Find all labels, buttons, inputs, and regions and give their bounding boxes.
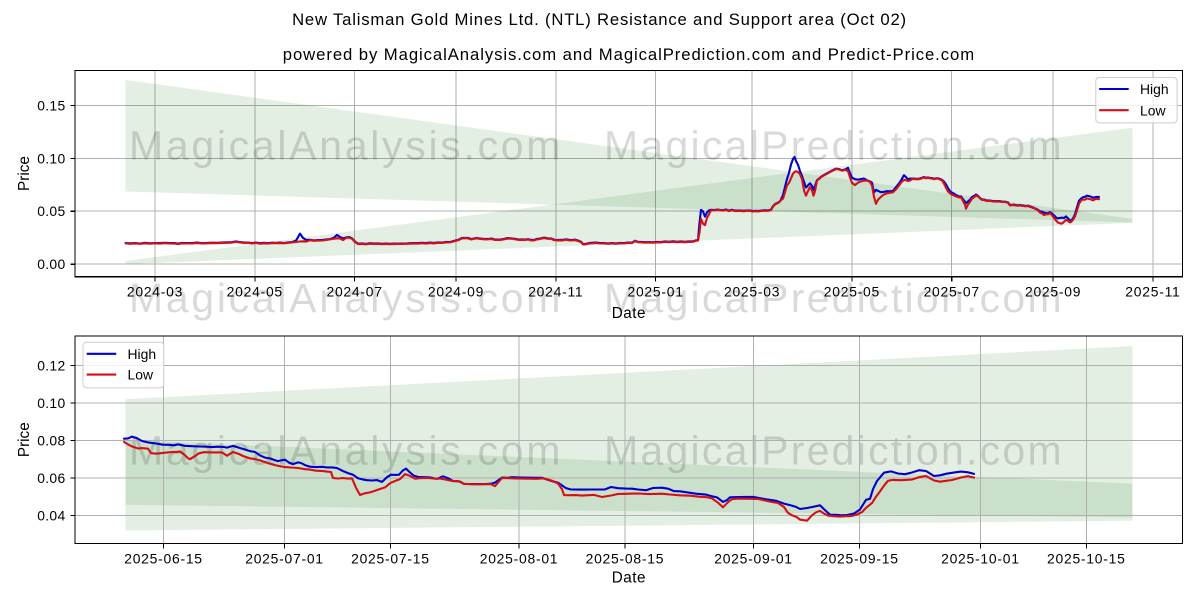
svg-text:2024-09: 2024-09: [428, 284, 484, 300]
svg-text:2025-11: 2025-11: [1125, 284, 1180, 300]
svg-text:Low: Low: [128, 367, 154, 383]
svg-text:0.12: 0.12: [37, 358, 65, 374]
svg-text:MagicalAnalysis.com: MagicalAnalysis.com: [129, 428, 563, 474]
svg-text:MagicalPrediction.com: MagicalPrediction.com: [604, 123, 1064, 169]
svg-text:MagicalPrediction.com: MagicalPrediction.com: [604, 428, 1064, 474]
svg-text:High: High: [1140, 81, 1169, 97]
svg-text:0.04: 0.04: [37, 508, 65, 524]
svg-text:0.15: 0.15: [37, 97, 65, 113]
svg-text:2025-08-15: 2025-08-15: [586, 551, 665, 567]
svg-text:2025-03: 2025-03: [724, 284, 780, 300]
svg-text:Low: Low: [1140, 102, 1166, 118]
svg-text:Date: Date: [612, 305, 646, 322]
svg-text:0.05: 0.05: [37, 203, 65, 219]
svg-text:2024-03: 2024-03: [127, 284, 183, 300]
svg-text:2025-01: 2025-01: [627, 284, 683, 300]
svg-text:2025-05: 2025-05: [824, 284, 880, 300]
svg-text:2025-07-15: 2025-07-15: [351, 551, 430, 567]
svg-text:2025-06-15: 2025-06-15: [124, 551, 203, 567]
svg-text:New Talisman Gold Mines Ltd. (: New Talisman Gold Mines Ltd. (NTL) Resis…: [292, 10, 907, 29]
svg-text:2024-05: 2024-05: [227, 284, 283, 300]
svg-text:Price: Price: [16, 156, 33, 191]
svg-text:2025-10-15: 2025-10-15: [1047, 551, 1126, 567]
svg-text:2025-07-01: 2025-07-01: [245, 551, 324, 567]
svg-text:2025-09: 2025-09: [1025, 284, 1081, 300]
svg-text:2025-07: 2025-07: [924, 284, 980, 300]
svg-text:0.06: 0.06: [37, 470, 65, 486]
svg-text:0.10: 0.10: [37, 150, 65, 166]
svg-text:2024-11: 2024-11: [528, 284, 583, 300]
svg-text:MagicalAnalysis.com: MagicalAnalysis.com: [129, 123, 563, 169]
svg-text:powered by MagicalAnalysis.com: powered by MagicalAnalysis.com and Magic…: [283, 45, 975, 64]
svg-text:High: High: [128, 346, 157, 362]
svg-text:2025-08-01: 2025-08-01: [480, 551, 559, 567]
svg-text:MagicalPrediction.com: MagicalPrediction.com: [604, 275, 1064, 321]
svg-text:Price: Price: [16, 422, 33, 457]
svg-text:2025-10-01: 2025-10-01: [941, 551, 1020, 567]
svg-text:2025-09-01: 2025-09-01: [714, 551, 793, 567]
svg-text:0.10: 0.10: [37, 395, 65, 411]
svg-text:MagicalAnalysis.com: MagicalAnalysis.com: [129, 275, 563, 321]
svg-text:2024-07: 2024-07: [326, 284, 382, 300]
svg-text:2025-09-15: 2025-09-15: [820, 551, 899, 567]
svg-text:0.08: 0.08: [37, 433, 65, 449]
svg-text:Date: Date: [612, 570, 646, 587]
svg-text:0.00: 0.00: [37, 256, 65, 272]
